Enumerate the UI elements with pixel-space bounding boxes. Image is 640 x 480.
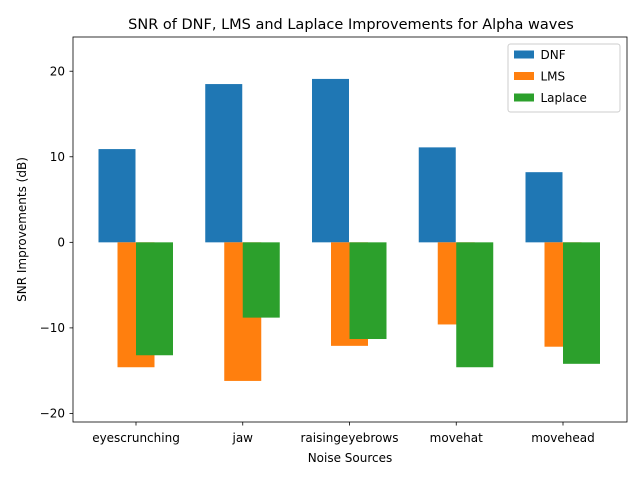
bar-laplace-movehat <box>456 242 494 368</box>
x-tick-label: movehat <box>430 431 483 445</box>
plot-frame <box>72 36 628 423</box>
bar-laplace-eyescrunching <box>136 242 173 356</box>
y-tick-label: 0 <box>57 236 65 250</box>
bar-laplace-movehead <box>563 242 600 364</box>
y-axis-label: SNR Improvements (dB) <box>15 157 29 302</box>
legend-swatch-lms <box>514 72 534 80</box>
bar-dnf-raisingeyebrows <box>312 78 349 243</box>
y-axis-ticks: −20 −10 0 10 20 <box>40 65 73 421</box>
legend: DNF LMS Laplace <box>507 43 621 113</box>
y-tick-label: 10 <box>50 150 65 164</box>
x-axis-ticks: eyescrunching jaw raisingeyebrows movehat mo… <box>92 422 595 445</box>
bar-dnf-jaw <box>205 84 243 243</box>
bar-laplace-jaw <box>242 242 280 318</box>
legend-swatch-laplace <box>514 93 534 102</box>
legend-frame <box>507 43 621 113</box>
x-tick-label: raisingeyebrows <box>301 431 399 445</box>
bar-dnf-movehat <box>418 147 456 243</box>
y-tick-label: 20 <box>50 65 65 79</box>
bars-group <box>98 78 600 381</box>
chart-title: SNR of DNF, LMS and Laplace Improvements… <box>128 17 574 33</box>
bar-dnf-movehead <box>525 172 563 243</box>
x-axis-label: Noise Sources <box>308 451 393 465</box>
legend-label-laplace: Laplace <box>541 91 587 105</box>
x-tick-label: jaw <box>231 431 253 445</box>
x-tick-label: eyescrunching <box>92 431 180 445</box>
y-tick-label: −10 <box>40 321 65 335</box>
x-tick-label: movehead <box>531 431 594 445</box>
legend-swatch-dnf <box>514 50 534 59</box>
legend-label-dnf: DNF <box>541 48 566 62</box>
bar-dnf-eyescrunching <box>98 149 136 243</box>
legend-label-lms: LMS <box>541 69 566 83</box>
bar-laplace-raisingeyebrows <box>349 242 387 340</box>
y-tick-label: −20 <box>40 407 65 421</box>
